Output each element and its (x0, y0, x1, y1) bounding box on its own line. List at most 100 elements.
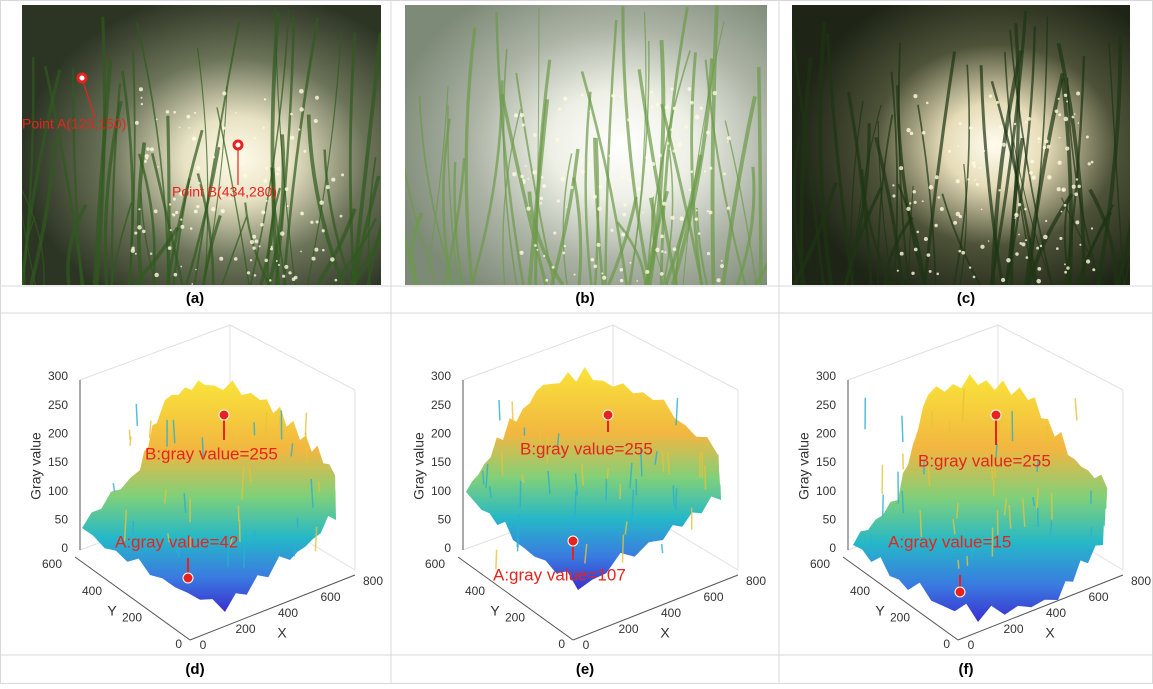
sparkle (261, 210, 265, 214)
sparkle (926, 102, 929, 105)
sparkle (651, 106, 653, 108)
sparkle (180, 266, 182, 268)
x-tick-label: 400 (1046, 606, 1066, 620)
sparkle (1062, 189, 1064, 191)
sparkle (315, 96, 319, 100)
sparkle (534, 244, 537, 247)
sparkle (225, 173, 227, 175)
sparkle (190, 227, 193, 230)
x-axis (573, 575, 738, 640)
caption: (b) (575, 290, 594, 307)
sparkle (720, 264, 724, 268)
sparkle (570, 151, 573, 154)
z-tick-label: 200 (48, 427, 68, 441)
sparkle (150, 147, 154, 151)
sparkle (1076, 178, 1078, 180)
sparkle (558, 108, 561, 111)
sparkle (948, 150, 951, 153)
sparkle (656, 103, 659, 106)
sparkle (168, 246, 172, 250)
sparkle (174, 273, 178, 277)
sparkle (636, 280, 638, 282)
sparkle (671, 87, 674, 90)
sparkle (1024, 208, 1027, 211)
surface (82, 380, 336, 612)
sparkle (1043, 146, 1047, 150)
sparkle (1015, 252, 1019, 256)
sparkle (290, 136, 294, 140)
sparkle (335, 279, 338, 282)
sparkle (1064, 204, 1067, 207)
sparkle (512, 172, 516, 176)
sparkle (271, 246, 273, 248)
sparkle (1018, 234, 1020, 236)
sparkle (716, 278, 720, 282)
sparkle (603, 128, 607, 132)
sparkle (620, 268, 624, 272)
sparkle (640, 122, 644, 126)
y-tick-label: 400 (82, 584, 102, 598)
sparkle (1058, 161, 1062, 165)
sparkle (999, 125, 1003, 129)
sparkle (637, 187, 641, 191)
sparkle (989, 94, 992, 97)
sparkle (265, 167, 268, 170)
sparkle (278, 264, 280, 266)
surface-spike (663, 451, 664, 472)
sparkle (166, 110, 169, 113)
sparkle (673, 107, 677, 111)
sparkle (300, 212, 304, 216)
sparkle (911, 272, 914, 275)
sparkle (654, 140, 656, 142)
sparkle (290, 113, 293, 116)
grass-blade (759, 67, 761, 285)
sparkle (1036, 247, 1039, 250)
z-tick-label: 0 (829, 541, 836, 555)
sparkle (1032, 176, 1036, 180)
sparkle (555, 138, 559, 142)
z-tick-label: 100 (816, 484, 836, 498)
sparkle (620, 95, 622, 97)
sparkle (135, 253, 137, 255)
surface-spike (575, 491, 576, 519)
sparkle (520, 251, 524, 255)
sparkle (922, 200, 924, 202)
z-axis-label: Gray value (411, 432, 427, 500)
sparkle (976, 183, 979, 186)
sparkle (154, 273, 158, 277)
sparkle (1057, 187, 1061, 191)
sparkle (600, 124, 602, 126)
sparkle (310, 221, 313, 224)
sparkle (326, 185, 330, 189)
sparkle (231, 162, 233, 164)
sparkle (540, 202, 542, 204)
sparkle (622, 213, 626, 217)
point-marker (78, 74, 86, 82)
surface-spike (483, 471, 484, 485)
sparkle (727, 207, 730, 210)
sparkle (135, 121, 139, 125)
surface-spike (136, 404, 137, 426)
sparkle (282, 275, 285, 278)
surface-spike (1052, 493, 1053, 523)
surface-spike (499, 400, 500, 421)
sparkle (303, 150, 306, 153)
sparkle (219, 257, 223, 261)
sparkle (270, 247, 273, 250)
sparkle (621, 175, 625, 179)
sparkle (1058, 113, 1061, 116)
sparkle (690, 170, 693, 173)
sparkle (958, 250, 961, 253)
surface-spike (931, 411, 932, 428)
box-edge (230, 325, 355, 390)
sparkle (157, 166, 159, 168)
sparkle (330, 257, 334, 261)
sparkle (704, 170, 706, 172)
sparkle (250, 240, 254, 244)
sparkle (623, 203, 626, 206)
sparkle (331, 178, 335, 182)
sparkle (660, 272, 664, 276)
sparkle (972, 161, 976, 165)
sparkle (1026, 256, 1029, 259)
sparkle (562, 252, 565, 255)
